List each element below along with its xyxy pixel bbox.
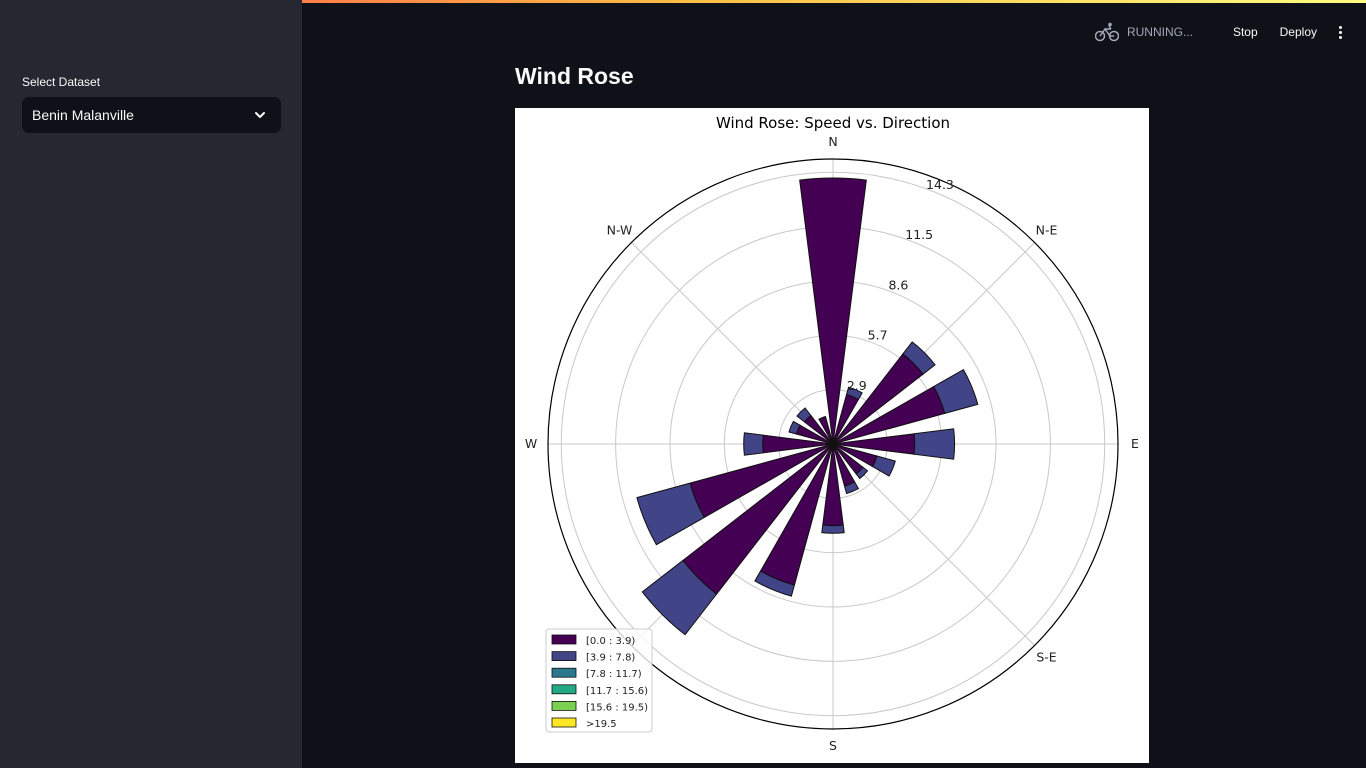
wind-rose-bar	[821, 524, 845, 534]
wind-rose-bar	[932, 368, 979, 415]
radial-tick-label: 5.7	[868, 328, 888, 343]
wind-rose-bar	[641, 559, 718, 636]
wind-rose-bar	[845, 386, 863, 401]
running-status: RUNNING...	[1094, 22, 1193, 42]
wind-rose-bar	[913, 428, 956, 460]
wind-rose-chart: Wind Rose: Speed vs. Direction 2.9 5.7 8.6…	[515, 108, 1149, 763]
direction-label: S-E	[1036, 650, 1056, 665]
wind-rose-bar	[796, 407, 812, 423]
top-accent-bar	[0, 0, 1366, 3]
wind-rose-bar	[743, 432, 764, 456]
chevron-down-icon	[255, 112, 265, 118]
legend-label: >19.5	[586, 719, 617, 730]
chart-title: Wind Rose: Speed vs. Direction	[716, 114, 950, 132]
wind-rose-bar	[636, 482, 705, 546]
direction-label: N-E	[1036, 222, 1058, 237]
dataset-select[interactable]: Benin Malanville	[22, 97, 281, 133]
running-cyclist-icon	[1094, 22, 1119, 42]
dataset-select-value: Benin Malanville	[32, 107, 134, 123]
wind-rose-bar	[799, 177, 867, 445]
wind-rose-bar	[843, 481, 860, 495]
wind-rose-bar	[788, 420, 801, 435]
direction-label: W	[525, 436, 537, 451]
legend-swatch	[551, 667, 577, 678]
legend-swatch	[551, 634, 577, 645]
radial-tick-label: 8.6	[888, 277, 908, 292]
grid-spoke	[832, 443, 1035, 646]
grid-spoke	[631, 242, 834, 445]
wind-rose-bar	[855, 466, 869, 480]
kebab-menu-icon[interactable]	[1339, 25, 1342, 39]
legend-swatch	[551, 651, 577, 661]
direction-label: N-W	[607, 222, 633, 237]
app-header: RUNNING... Stop Deploy	[1094, 20, 1342, 44]
wind-rose-bar	[754, 570, 796, 597]
radial-tick-label: 14.3	[926, 177, 954, 192]
legend-label: [11.7 : 15.6)	[586, 686, 648, 697]
direction-label: E	[1131, 436, 1139, 451]
deploy-button[interactable]: Deploy	[1279, 25, 1317, 39]
legend-swatch	[551, 684, 577, 695]
legend-swatch	[551, 701, 577, 711]
page-title: Wind Rose	[515, 63, 634, 89]
direction-label: N	[828, 134, 837, 149]
legend-label: [15.6 : 19.5)	[586, 702, 648, 713]
select-dataset-label: Select Dataset	[22, 75, 101, 89]
sidebar: Select Dataset Benin Malanville	[0, 0, 302, 768]
radial-tick-label: 2.9	[847, 378, 867, 393]
direction-label: S	[829, 738, 837, 753]
radial-tick-label: 11.5	[905, 227, 933, 242]
stop-button[interactable]: Stop	[1232, 25, 1258, 39]
wind-rose-bar	[818, 415, 834, 445]
wind-rose-bar	[902, 341, 936, 375]
wind-rose-svg: Wind Rose: Speed vs. Direction 2.9 5.7 8.6…	[525, 114, 1139, 753]
legend-label: [3.9 : 7.8)	[586, 653, 635, 664]
outer-ring	[547, 158, 1119, 730]
legend-swatch	[551, 717, 577, 728]
wind-rose-bar	[871, 455, 896, 477]
legend-label: [0.0 : 3.9)	[586, 636, 635, 647]
running-status-text: RUNNING...	[1126, 25, 1193, 39]
legend-label: [7.8 : 11.7)	[586, 669, 642, 680]
